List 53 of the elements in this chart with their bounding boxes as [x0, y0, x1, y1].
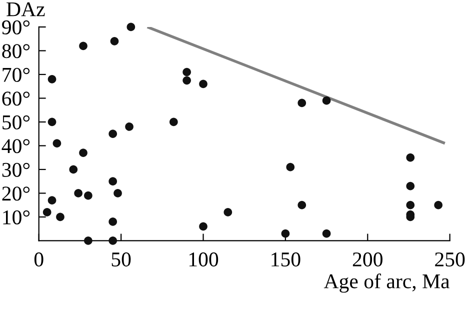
x-axis-title: Age of arc, Ma: [324, 273, 450, 293]
x-tick-label: 100: [189, 252, 218, 266]
point: [42, 208, 52, 216]
point: [286, 162, 295, 172]
x-tick-label: 200: [352, 252, 382, 266]
point: [48, 75, 56, 84]
x-tick-label: 150: [272, 252, 300, 266]
point: [110, 37, 119, 46]
point: [79, 148, 88, 158]
point: [406, 182, 415, 190]
point: [52, 139, 62, 148]
point: [182, 68, 191, 76]
point: [406, 153, 415, 162]
y-tick-label: 30°: [2, 162, 30, 177]
point: [79, 42, 88, 50]
y-tick-label: 90°: [2, 20, 30, 34]
y-axis-title: DAz: [6, 2, 45, 16]
y-tick-label: 10°: [3, 210, 30, 224]
point: [84, 236, 92, 245]
point: [108, 130, 118, 138]
y-tick-label: 40°: [2, 139, 30, 154]
y-tick-label: 20°: [2, 186, 30, 201]
point: [322, 96, 331, 105]
y-tick-label: 70°: [2, 68, 30, 82]
y-tick-label: 50°: [2, 115, 30, 130]
point: [182, 76, 191, 85]
x-tick-label: 250: [435, 252, 465, 266]
point: [48, 118, 56, 126]
point: [108, 236, 118, 245]
x-tick-label: 0: [34, 252, 44, 266]
point: [199, 80, 208, 88]
point: [84, 191, 92, 200]
x-tick-label: 50: [112, 252, 131, 266]
point: [281, 229, 290, 238]
point: [48, 196, 56, 205]
y-tick-label: 60°: [2, 92, 30, 106]
point: [406, 200, 415, 210]
point: [74, 189, 82, 198]
point: [224, 208, 232, 216]
point: [125, 122, 134, 131]
point: [199, 222, 208, 231]
point: [298, 98, 306, 108]
point: [69, 165, 78, 174]
point: [298, 200, 306, 210]
point: [114, 189, 122, 198]
point: [56, 212, 64, 222]
point: [169, 118, 178, 126]
point: [126, 22, 136, 32]
point: [108, 177, 118, 186]
point: [434, 200, 442, 210]
point: [322, 229, 331, 238]
point: [108, 218, 118, 226]
y-tick-label: 80°: [2, 44, 30, 58]
